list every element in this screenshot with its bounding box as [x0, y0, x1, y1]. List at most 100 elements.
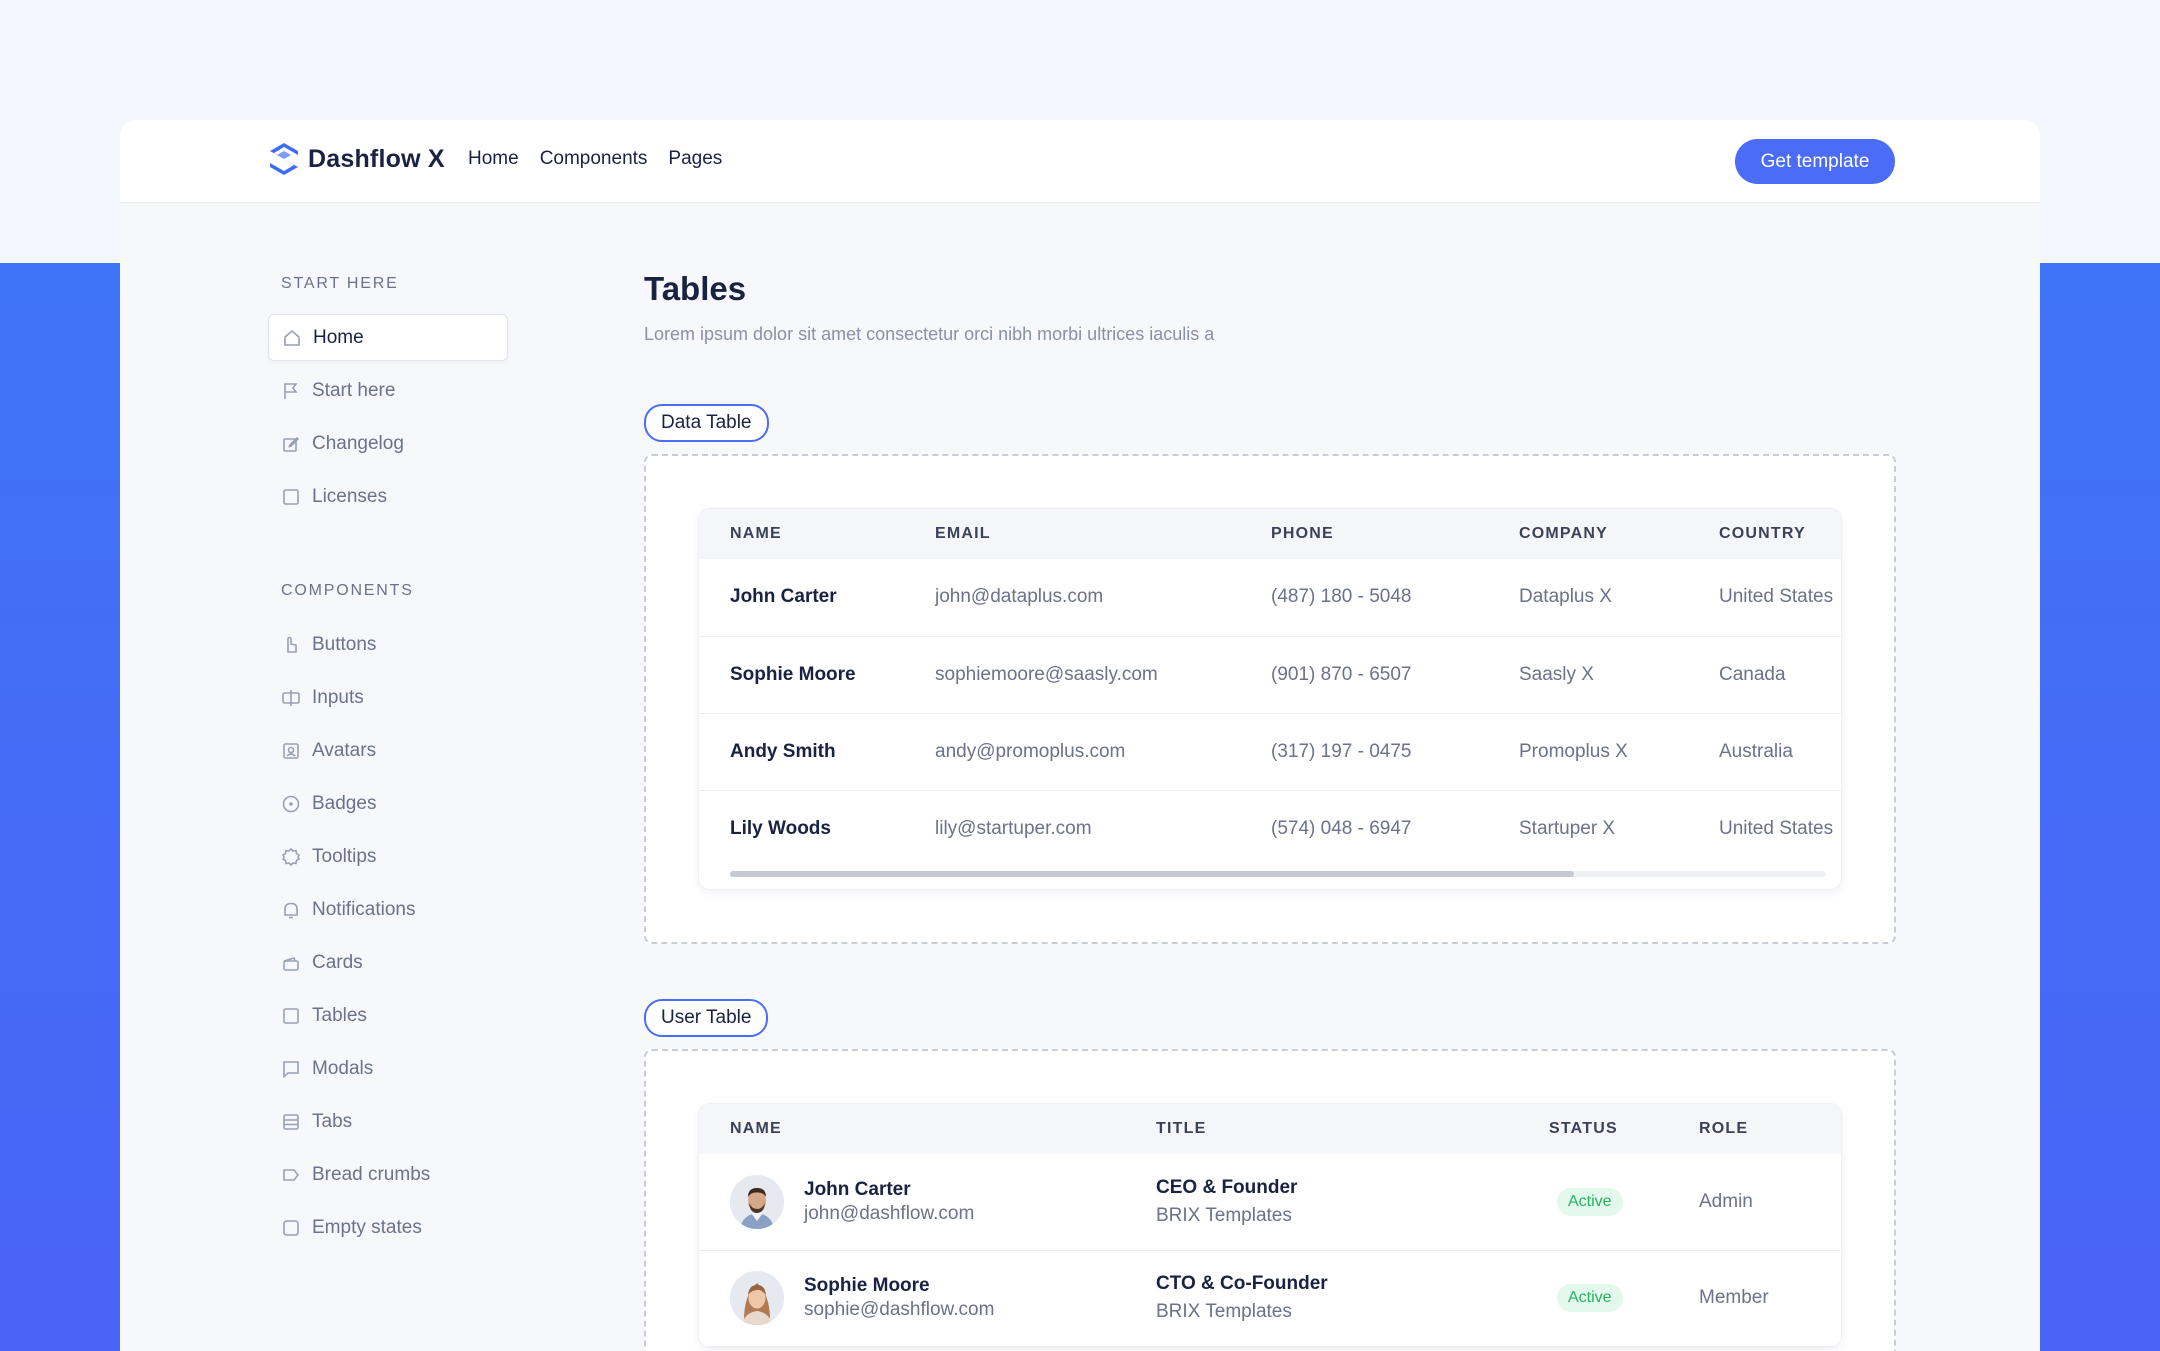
app-frame: Dashflow X Home Components Pages Get tem…: [120, 120, 2040, 1351]
sidebar-item-changelog[interactable]: Changelog: [268, 420, 508, 467]
nav-link-home[interactable]: Home: [468, 148, 519, 169]
sidebar-item-inputs[interactable]: Inputs: [268, 674, 508, 721]
data-table-pill: Data Table: [644, 404, 769, 442]
sidebar-item-label: Buttons: [312, 633, 377, 655]
tabs-icon: [280, 1111, 302, 1133]
table-row[interactable]: Sophie Moore sophie@dashflow.com CTO & C…: [699, 1250, 1841, 1346]
sidebar-start-list: Home Start here Changelog Licenses: [268, 314, 508, 520]
sidebar-item-label: Inputs: [312, 686, 364, 708]
sidebar-item-badges[interactable]: Badges: [268, 780, 508, 827]
cards-icon: [280, 952, 302, 974]
sidebar-item-label: Changelog: [312, 432, 404, 454]
sidebar-item-label: Bread crumbs: [312, 1163, 431, 1185]
job-company: BRIX Templates: [1156, 1301, 1292, 1322]
user-email: john@dashflow.com: [804, 1202, 975, 1224]
cell-phone: (487) 180 - 5048: [1271, 586, 1412, 608]
cell-country: United States: [1719, 586, 1834, 608]
sidebar-item-label: Licenses: [312, 485, 387, 507]
brand-name: Dashflow X: [308, 144, 445, 173]
column-header-title[interactable]: TITLE: [1156, 1120, 1207, 1137]
column-header-status[interactable]: STATUS: [1549, 1120, 1618, 1137]
column-header-phone[interactable]: PHONE: [1271, 525, 1334, 542]
sidebar-item-label: Avatars: [312, 739, 377, 761]
sidebar-item-empty-states[interactable]: Empty states: [268, 1204, 508, 1251]
get-template-button[interactable]: Get template: [1735, 139, 1895, 184]
sidebar-item-start-here[interactable]: Start here: [268, 367, 508, 414]
cell-email: lily@startuper.com: [935, 817, 1092, 839]
dashflow-logo-icon: [270, 143, 298, 175]
horizontal-scrollbar[interactable]: [730, 871, 1826, 877]
user-table: NAME TITLE STATUS ROLE: [699, 1104, 1841, 1347]
main-nav: Home Components Pages: [468, 148, 722, 170]
sidebar-item-buttons[interactable]: Buttons: [268, 621, 508, 668]
top-navigation: Dashflow X Home Components Pages Get tem…: [120, 120, 2040, 203]
sidebar-item-label: Tables: [312, 1004, 367, 1026]
sidebar-item-label: Home: [313, 326, 364, 348]
table-row[interactable]: John Carter john@dashflow.com CEO & Foun…: [699, 1154, 1841, 1250]
column-header-country[interactable]: COUNTRY: [1719, 525, 1806, 542]
column-header-name[interactable]: NAME: [730, 525, 782, 542]
cell-country: Canada: [1719, 663, 1786, 685]
table-row[interactable]: Lily Woods lily@startuper.com (574) 048 …: [699, 790, 1841, 867]
sidebar-item-cards[interactable]: Cards: [268, 939, 508, 986]
sidebar-item-modals[interactable]: Modals: [268, 1045, 508, 1092]
sidebar-item-tables[interactable]: Tables: [268, 992, 508, 1039]
user-name: John Carter: [804, 1178, 911, 1200]
table-row[interactable]: John Carter john@dataplus.com (487) 180 …: [699, 559, 1841, 636]
cell-title: CTO & Co-Founder BRIX Templates: [1156, 1250, 1549, 1346]
sidebar-components-list: Buttons Inputs Avatars Badges Tooltips N…: [268, 621, 508, 1251]
table-header-row: NAME TITLE STATUS ROLE: [699, 1104, 1841, 1154]
cell-user: John Carter john@dashflow.com: [699, 1154, 1156, 1250]
data-table-container: NAME EMAIL PHONE COMPANY COUNTRY John Ca…: [644, 454, 1896, 944]
data-table-card: NAME EMAIL PHONE COMPANY COUNTRY John Ca…: [698, 508, 1842, 890]
sidebar-item-tooltips[interactable]: Tooltips: [268, 833, 508, 880]
home-icon: [281, 327, 303, 349]
sidebar-item-notifications[interactable]: Notifications: [268, 886, 508, 933]
sidebar-item-tabs[interactable]: Tabs: [268, 1098, 508, 1145]
column-header-role[interactable]: ROLE: [1699, 1120, 1749, 1137]
message-icon: [280, 1058, 302, 1080]
job-title: CEO & Founder: [1156, 1176, 1298, 1198]
avatar: [730, 1271, 784, 1325]
cell-email: andy@promoplus.com: [935, 740, 1126, 762]
scrollbar-thumb[interactable]: [730, 871, 1574, 877]
sidebar-item-label: Badges: [312, 792, 377, 814]
user-square-icon: [280, 740, 302, 762]
sidebar-item-label: Empty states: [312, 1216, 422, 1238]
sidebar-item-bread-crumbs[interactable]: Bread crumbs: [268, 1151, 508, 1198]
cell-name: Sophie Moore: [730, 663, 856, 685]
table-row[interactable]: Andy Smith andy@promoplus.com (317) 197 …: [699, 713, 1841, 790]
cell-status: Active: [1549, 1250, 1699, 1346]
sidebar-section-components: COMPONENTS: [281, 582, 414, 599]
user-name: Sophie Moore: [804, 1275, 930, 1296]
sidebar-item-home[interactable]: Home: [268, 314, 508, 361]
cell-name: John Carter: [730, 586, 837, 608]
table-header-row: NAME EMAIL PHONE COMPANY COUNTRY: [699, 509, 1841, 559]
circle-icon: [280, 793, 302, 815]
cell-phone: (574) 048 - 6947: [1271, 817, 1412, 839]
avatar: [730, 1174, 784, 1229]
cell-country: United States: [1719, 817, 1834, 839]
status-badge: Active: [1557, 1187, 1623, 1216]
sidebar-item-licenses[interactable]: Licenses: [268, 473, 508, 520]
sidebar-item-label: Start here: [312, 379, 396, 401]
sidebar-item-label: Tabs: [312, 1110, 353, 1132]
flag-icon: [280, 380, 302, 402]
cell-email: sophiemoore@saasly.com: [935, 663, 1158, 685]
gear-icon: [280, 846, 302, 868]
column-header-name[interactable]: NAME: [730, 1120, 782, 1137]
sidebar-item-avatars[interactable]: Avatars: [268, 727, 508, 774]
column-header-company[interactable]: COMPANY: [1519, 525, 1608, 542]
edit-icon: [280, 433, 302, 455]
nav-link-components[interactable]: Components: [539, 148, 648, 169]
cell-company: Dataplus X: [1519, 586, 1612, 608]
nav-link-pages[interactable]: Pages: [668, 148, 723, 169]
sidebar-item-label: Modals: [312, 1057, 374, 1079]
cell-user: Sophie Moore sophie@dashflow.com: [699, 1250, 1156, 1346]
sidebar-item-label: Tooltips: [312, 845, 377, 867]
data-table: NAME EMAIL PHONE COMPANY COUNTRY John Ca…: [699, 509, 1841, 867]
column-header-email[interactable]: EMAIL: [935, 525, 991, 542]
table-row[interactable]: Sophie Moore sophiemoore@saasly.com (901…: [699, 636, 1841, 713]
square-icon: [280, 486, 302, 508]
brand[interactable]: Dashflow X: [268, 142, 445, 176]
